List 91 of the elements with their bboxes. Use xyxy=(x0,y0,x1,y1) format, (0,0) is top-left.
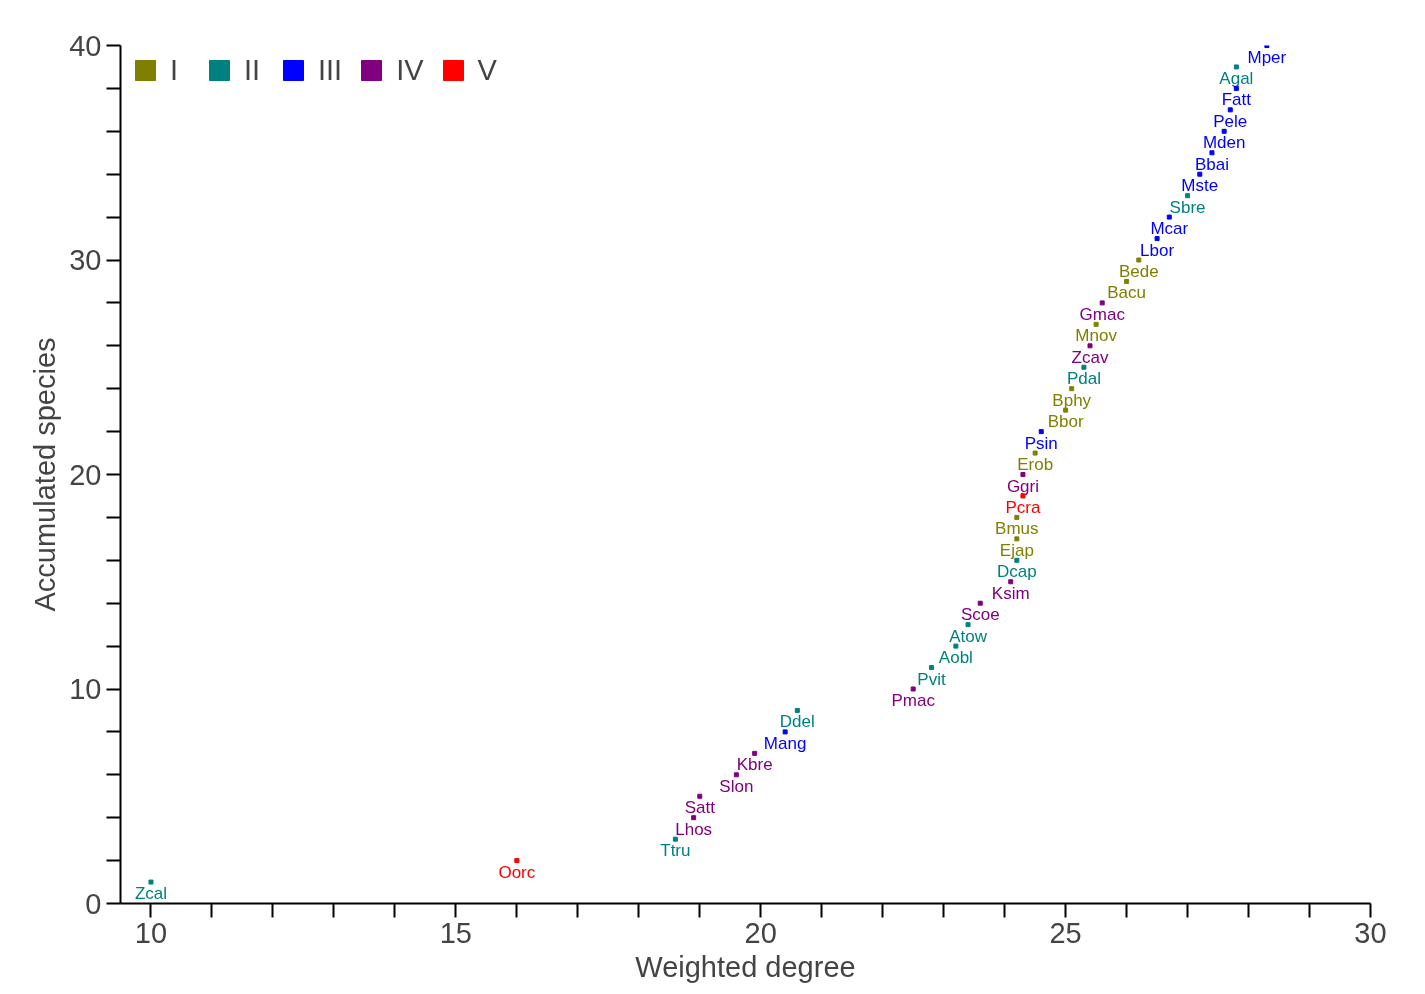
x-axis-title: Weighted degree xyxy=(635,950,856,983)
point xyxy=(1233,64,1239,70)
point xyxy=(1136,257,1142,263)
data-label: Slon xyxy=(719,776,754,796)
point xyxy=(1099,300,1105,306)
point xyxy=(514,858,520,864)
data-label: Kbre xyxy=(736,755,773,775)
data-label: Satt xyxy=(684,798,716,818)
data-label: Sbre xyxy=(1169,197,1206,217)
x-tick-label: 15 xyxy=(439,916,472,949)
y-tick-label: 40 xyxy=(69,29,102,62)
point xyxy=(697,793,703,799)
point xyxy=(148,879,154,885)
data-label: Bacu xyxy=(1107,283,1146,303)
data-label: Atow xyxy=(949,626,988,646)
data-label: Scoe xyxy=(960,605,1000,625)
data-label: Mcar xyxy=(1150,219,1189,239)
x-tick-label: 30 xyxy=(1354,916,1387,949)
x-tick-label: 10 xyxy=(134,916,168,949)
y-axis-title: Accumulated species xyxy=(29,337,62,612)
data-label: Bbor xyxy=(1047,412,1084,432)
point xyxy=(1087,343,1093,349)
data-label: Psin xyxy=(1024,433,1058,453)
data-label: Zcav xyxy=(1071,347,1109,367)
point xyxy=(953,643,959,649)
point xyxy=(1081,364,1087,370)
data-label: Pele xyxy=(1213,111,1248,131)
point xyxy=(782,729,788,735)
legend-label: III xyxy=(318,53,343,87)
point xyxy=(691,815,697,821)
data-label: Mste xyxy=(1181,176,1219,196)
data-label: Aobl xyxy=(938,648,973,668)
point xyxy=(1197,171,1203,177)
point xyxy=(733,772,739,778)
point xyxy=(672,836,678,842)
data-label: Lhos xyxy=(675,819,713,839)
data-label: Pdal xyxy=(1066,369,1101,389)
data-label: Pcra xyxy=(1005,497,1041,517)
point xyxy=(1209,150,1215,156)
data-label: Pmac xyxy=(891,691,936,710)
data-label: Ksim xyxy=(991,583,1030,603)
legend-label: I xyxy=(170,53,180,87)
y-tick-label: 30 xyxy=(69,244,102,276)
point xyxy=(1124,278,1130,284)
data-label: Ejap xyxy=(999,540,1034,560)
data-label: Bmus xyxy=(995,519,1039,539)
point xyxy=(1069,386,1075,392)
data-label: Ggri xyxy=(1006,476,1040,496)
point xyxy=(1014,514,1020,520)
legend-label: IV xyxy=(396,53,424,87)
data-label: Oorc xyxy=(498,862,536,882)
data-label: Mper xyxy=(1247,47,1287,67)
data-label: Ddel xyxy=(779,712,815,732)
point xyxy=(1020,472,1026,477)
data-label: Bphy xyxy=(1052,390,1092,410)
point xyxy=(1093,321,1099,327)
data-label: Mden xyxy=(1202,133,1246,153)
legend-label: V xyxy=(477,53,498,87)
point xyxy=(1185,193,1191,199)
point xyxy=(1221,128,1227,134)
point xyxy=(910,686,916,692)
x-tick-label: 25 xyxy=(1049,916,1082,949)
data-label: Bede xyxy=(1118,262,1159,281)
data-label: Fatt xyxy=(1221,90,1252,110)
data-label: Agal xyxy=(1219,68,1254,88)
data-label: Mnov xyxy=(1075,326,1118,346)
data-label: Zcal xyxy=(134,884,168,904)
y-tick-label: 0 xyxy=(85,887,102,920)
point xyxy=(1154,236,1160,242)
data-label: Dcap xyxy=(997,562,1037,582)
data-label: Mang xyxy=(763,733,807,753)
data-label: Bbai xyxy=(1194,154,1229,174)
y-tick-label: 20 xyxy=(69,458,102,491)
x-tick-label: 20 xyxy=(744,916,777,949)
point xyxy=(1038,429,1044,435)
point xyxy=(1166,214,1172,220)
point xyxy=(977,600,983,606)
point xyxy=(794,707,800,713)
y-tick-label: 10 xyxy=(69,673,102,705)
data-label: Gmac xyxy=(1079,304,1126,324)
point xyxy=(1227,107,1233,113)
legend-label: II xyxy=(244,53,262,87)
point xyxy=(965,622,971,628)
data-label: Ttru xyxy=(660,841,691,861)
data-label: Erob xyxy=(1017,455,1054,475)
point xyxy=(1032,450,1038,456)
data-label: Pvit xyxy=(917,669,946,689)
point xyxy=(752,750,758,756)
data-label: Lbor xyxy=(1140,240,1175,260)
point xyxy=(1014,536,1020,542)
point xyxy=(928,665,934,671)
